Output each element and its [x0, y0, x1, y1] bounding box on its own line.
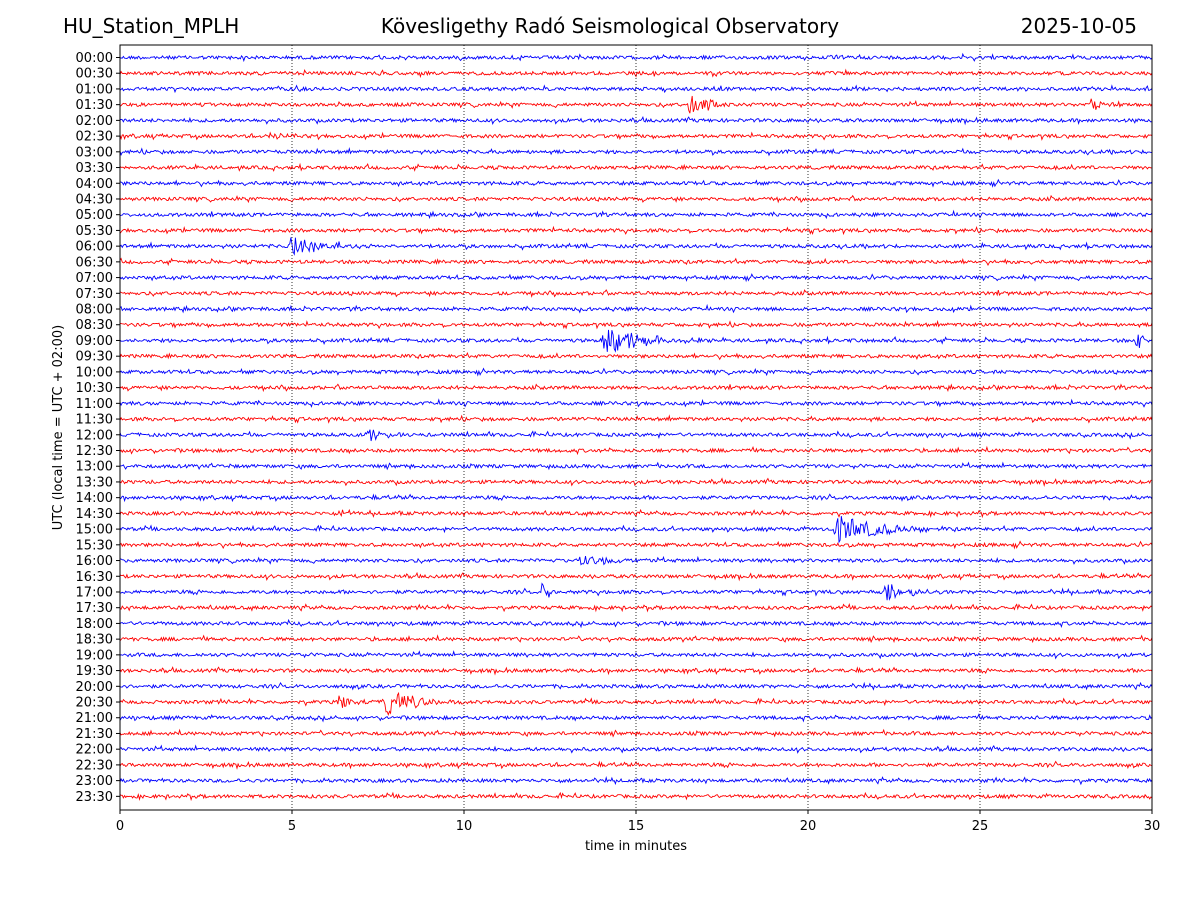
y-tick-label: 00:00 [76, 51, 113, 66]
trace-2230 [119, 760, 1153, 770]
y-tick-label: 03:30 [76, 161, 113, 176]
trace-0130 [119, 95, 1153, 114]
trace-0800 [119, 303, 1153, 314]
y-tick-label: 07:30 [76, 287, 113, 302]
y-tick-label: 08:00 [76, 303, 113, 318]
trace-0600 [119, 237, 1153, 256]
trace-1030 [119, 383, 1153, 393]
y-tick-label: 23:00 [76, 774, 113, 789]
trace-0730 [119, 289, 1153, 298]
y-tick-label: 09:30 [76, 350, 113, 365]
y-tick-label: 16:30 [76, 570, 113, 585]
x-tick-label: 15 [628, 819, 645, 834]
y-tick-label: 13:30 [76, 475, 113, 490]
trace-1600 [119, 555, 1153, 566]
y-tick-label: 04:00 [76, 177, 113, 192]
y-tick-label: 14:00 [76, 491, 113, 506]
y-tick-label: 18:00 [76, 617, 113, 632]
plot-frame [119, 44, 1153, 811]
y-tick-label: 22:30 [76, 758, 113, 773]
y-axis: 00:0000:3001:0001:3002:0002:3003:0003:30… [76, 51, 120, 805]
y-tick-label: 15:30 [76, 538, 113, 553]
x-tick-label: 0 [116, 819, 124, 834]
chart-date: 2025-10-05 [1020, 14, 1137, 38]
trace-1530 [119, 540, 1153, 550]
trace-1330 [119, 477, 1152, 488]
y-tick-label: 10:00 [76, 365, 113, 380]
x-tick-label: 5 [288, 819, 296, 834]
trace-2030 [119, 691, 1153, 717]
y-tick-label: 00:30 [76, 67, 113, 82]
y-tick-label: 11:30 [76, 413, 113, 428]
y-tick-label: 04:30 [76, 192, 113, 207]
y-tick-label: 07:00 [76, 271, 113, 286]
trace-0100 [119, 84, 1153, 94]
y-tick-label: 18:30 [76, 633, 113, 648]
y-tick-label: 02:00 [76, 114, 113, 129]
trace-1930 [119, 666, 1153, 676]
gridline-layer [291, 45, 981, 810]
x-axis-label: time in minutes [585, 839, 687, 854]
y-tick-label: 15:00 [76, 523, 113, 538]
y-tick-label: 03:00 [76, 145, 113, 160]
x-axis: 0 5 10 15 20 25 30 [116, 810, 1160, 834]
y-tick-label: 22:00 [76, 743, 113, 758]
y-tick-label: 16:00 [76, 554, 113, 569]
y-tick-label: 17:30 [76, 601, 113, 616]
y-tick-label: 21:00 [76, 711, 113, 726]
station-name: HU_Station_MPLH [63, 14, 240, 38]
y-tick-label: 21:30 [76, 727, 113, 742]
y-tick-label: 06:30 [76, 255, 113, 270]
trace-1130 [119, 414, 1153, 424]
y-tick-label: 19:30 [76, 664, 113, 679]
y-tick-label: 19:00 [76, 648, 113, 663]
x-tick-label: 20 [800, 819, 817, 834]
trace-2100 [119, 713, 1153, 723]
x-tick-label: 25 [972, 819, 989, 834]
y-tick-label: 02:30 [76, 130, 113, 145]
y-tick-label: 01:30 [76, 98, 113, 113]
y-tick-label: 05:00 [76, 208, 113, 223]
trace-1200 [119, 429, 1153, 442]
y-tick-label: 12:30 [76, 444, 113, 459]
trace-1730 [119, 602, 1153, 613]
y-tick-label: 14:30 [76, 507, 113, 522]
x-tick-label: 30 [1144, 819, 1161, 834]
y-axis-label: UTC (local time = UTC + 02:00) [51, 325, 66, 530]
y-tick-label: 09:00 [76, 334, 113, 349]
y-tick-label: 13:00 [76, 460, 113, 475]
y-tick-label: 20:30 [76, 696, 113, 711]
y-tick-label: 05:30 [76, 224, 113, 239]
y-tick-label: 01:00 [76, 82, 113, 97]
y-tick-label: 11:00 [76, 397, 113, 412]
trace-0530 [119, 225, 1153, 236]
y-tick-label: 20:00 [76, 680, 113, 695]
observatory-title: Kövesligethy Radó Seismological Observat… [380, 14, 840, 38]
y-tick-label: 08:30 [76, 318, 113, 333]
y-tick-label: 23:30 [76, 790, 113, 805]
trace-2200 [119, 744, 1153, 754]
y-tick-label: 12:00 [76, 428, 113, 443]
y-tick-label: 17:00 [76, 585, 113, 600]
trace-0300 [119, 146, 1153, 157]
y-tick-label: 10:30 [76, 381, 113, 396]
x-tick-label: 10 [456, 819, 473, 834]
y-tick-label: 06:00 [76, 240, 113, 255]
trace-2000 [119, 681, 1153, 691]
trace-0000 [120, 52, 1153, 63]
